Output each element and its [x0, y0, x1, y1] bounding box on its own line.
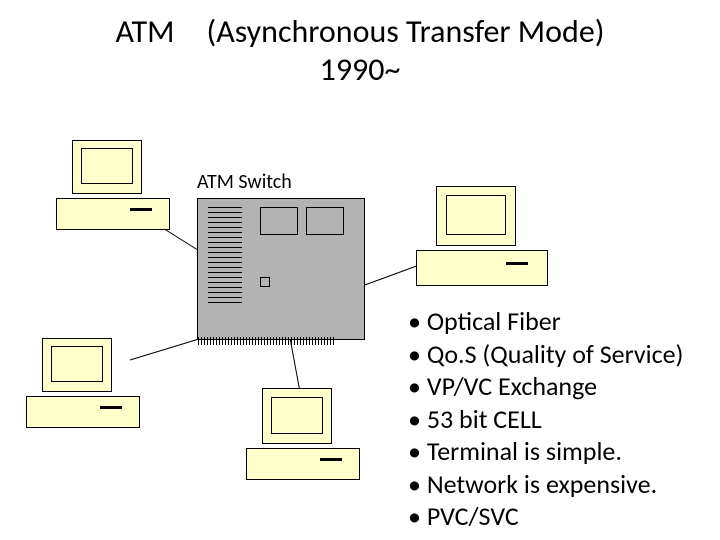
bullet-item: Network is expensive. [408, 468, 683, 501]
bullet-item: VP/VC Exchange [408, 370, 683, 403]
computer-icon [26, 338, 138, 428]
feature-bullet-list: Optical FiberQo.S (Quality of Service)VP… [408, 305, 683, 533]
bullet-item: 53 bit CELL [408, 403, 683, 436]
bullet-item: Terminal is simple. [408, 435, 683, 468]
atm-switch-label: ATM Switch [197, 170, 292, 194]
computer-icon [416, 186, 546, 286]
computer-icon [246, 388, 358, 480]
computer-icon [56, 140, 168, 230]
bullet-item: PVC/SVC [408, 500, 683, 533]
atm-switch-icon [197, 198, 365, 340]
bullet-item: Qo.S (Quality of Service) [408, 338, 683, 371]
bullet-item: Optical Fiber [408, 305, 683, 338]
